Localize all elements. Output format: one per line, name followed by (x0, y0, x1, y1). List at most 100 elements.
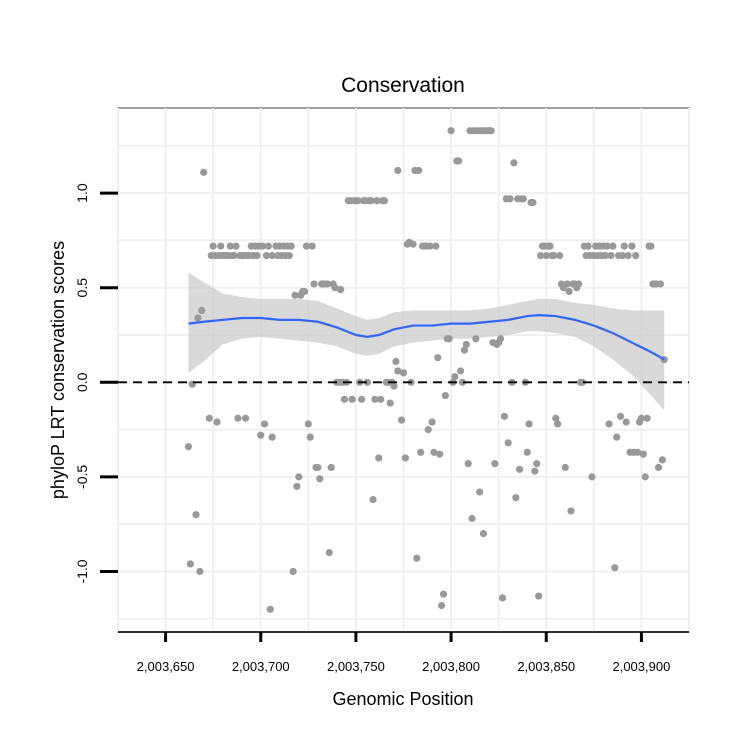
data-point (632, 251, 640, 260)
data-point (654, 463, 663, 472)
data-point (209, 242, 217, 250)
data-point (584, 242, 592, 250)
data-point (525, 420, 533, 428)
data-point (316, 475, 324, 483)
data-point (397, 416, 406, 424)
data-point (643, 414, 651, 422)
data-point (658, 456, 666, 464)
data-point (371, 395, 379, 403)
x-tick-label: 2,003,900 (612, 659, 670, 674)
data-point (496, 335, 505, 343)
data-point (536, 251, 545, 260)
data-point (458, 378, 467, 386)
data-point (409, 240, 417, 248)
data-point (200, 168, 208, 176)
data-point (285, 251, 293, 260)
data-point (430, 448, 438, 456)
x-tick-label: 2,003,800 (422, 659, 480, 674)
data-point (451, 373, 459, 381)
loess-smooth-line (188, 314, 665, 361)
data-point (390, 382, 398, 390)
data-point (331, 284, 339, 292)
data-point (380, 197, 389, 205)
data-point (304, 420, 312, 428)
data-point (479, 530, 488, 538)
data-point (257, 431, 265, 439)
data-point (314, 463, 322, 472)
data-point (399, 369, 408, 377)
data-point (637, 414, 646, 422)
data-point (567, 507, 575, 515)
data-point (325, 548, 333, 557)
data-point (417, 448, 425, 456)
data-point (506, 195, 514, 203)
data-point (375, 454, 383, 462)
data-point (504, 439, 512, 447)
data-point (310, 280, 318, 288)
data-point (373, 197, 381, 205)
data-point (613, 433, 621, 441)
data-point (565, 287, 573, 296)
data-point (523, 448, 531, 456)
data-point (253, 251, 261, 260)
data-point (550, 251, 558, 260)
data-point (348, 395, 356, 403)
data-point (436, 450, 444, 458)
data-point (578, 378, 587, 386)
smooth-line (188, 314, 665, 361)
data-point (196, 567, 204, 576)
data-point (369, 495, 377, 504)
data-point (445, 335, 453, 343)
x-axis-title: Genomic Position (332, 689, 473, 709)
y-tick-label: 1.0 (74, 183, 90, 203)
data-point (460, 346, 469, 354)
data-point (605, 420, 613, 428)
data-point (462, 340, 470, 349)
data-point (516, 465, 524, 473)
data-point (561, 463, 569, 472)
data-point (500, 412, 508, 420)
y-axis: -1.0 -0.5 0.0 0.5 1.0 (74, 183, 118, 584)
data-point (260, 420, 269, 428)
data-point (295, 473, 303, 481)
data-point (186, 560, 194, 568)
data-point (455, 157, 463, 165)
data-point (437, 601, 446, 610)
data-point (413, 554, 421, 562)
y-tick-label: 0.5 (74, 278, 90, 298)
data-point (323, 280, 331, 288)
data-point (234, 414, 242, 422)
data-point (607, 251, 615, 260)
data-point (232, 242, 240, 250)
data-point (487, 127, 495, 135)
y-tick-label: -0.5 (74, 465, 90, 489)
y-axis-title: phyloP LRT conservation scores (48, 241, 68, 499)
data-point (447, 127, 455, 135)
data-point (264, 242, 272, 250)
data-point (647, 242, 655, 250)
data-point (618, 251, 626, 260)
data-point (464, 460, 472, 468)
data-point (358, 395, 366, 403)
data-point (531, 467, 539, 475)
data-point (241, 414, 250, 422)
data-point (603, 242, 611, 250)
data-point (512, 494, 520, 502)
data-point (308, 242, 316, 250)
data-point (287, 242, 295, 250)
data-point (575, 280, 583, 288)
data-point (266, 605, 274, 613)
data-point (628, 242, 636, 250)
data-point (367, 197, 375, 205)
data-point (394, 367, 402, 375)
data-point (601, 251, 609, 260)
data-point (624, 251, 632, 260)
data-point (394, 166, 402, 175)
data-point (546, 242, 554, 250)
y-tick-label: -1.0 (74, 559, 90, 583)
data-point (498, 594, 507, 602)
data-point (656, 280, 665, 288)
data-point (468, 514, 476, 523)
